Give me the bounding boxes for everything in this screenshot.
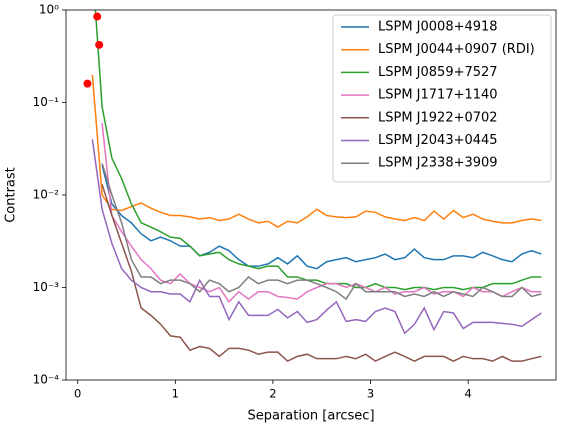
series-line <box>94 10 542 291</box>
legend-label: LSPM J0044+0907 (RDI) <box>378 42 535 57</box>
legend-label: LSPM J1922+0702 <box>378 110 498 125</box>
marker-point <box>95 40 104 49</box>
series-line <box>101 163 542 301</box>
series-line <box>91 139 542 335</box>
legend-box <box>332 14 552 183</box>
x-tick-label: 2 <box>269 387 276 401</box>
series-line <box>101 165 542 270</box>
y-axis-label: Contrast <box>4 167 19 223</box>
series-line <box>91 74 542 228</box>
plot-area <box>83 10 542 363</box>
x-tick-label: 4 <box>464 387 471 401</box>
y-tick-label: 10⁻⁴ <box>33 373 60 387</box>
legend-label: LSPM J0859+7527 <box>378 65 498 80</box>
legend-label: LSPM J1717+1140 <box>378 88 498 103</box>
x-tick-label: 3 <box>367 387 374 401</box>
y-tick-label: 10⁻² <box>33 188 60 202</box>
x-axis-label: Separation [arcsec] <box>247 409 374 424</box>
legend-label: LSPM J0008+4918 <box>378 20 498 35</box>
series-line <box>101 184 542 363</box>
y-tick-label: 10⁻³ <box>33 280 60 294</box>
marker-point <box>83 79 92 88</box>
x-tick-label: 1 <box>172 387 179 401</box>
y-tick-label: 10⁻¹ <box>33 95 60 109</box>
legend-label: LSPM J2043+0445 <box>378 133 498 148</box>
x-tick-label: 0 <box>74 387 81 401</box>
marker-point <box>93 12 102 21</box>
y-tick-label: 10⁰ <box>39 3 59 17</box>
legend-label: LSPM J2338+3909 <box>378 156 498 171</box>
